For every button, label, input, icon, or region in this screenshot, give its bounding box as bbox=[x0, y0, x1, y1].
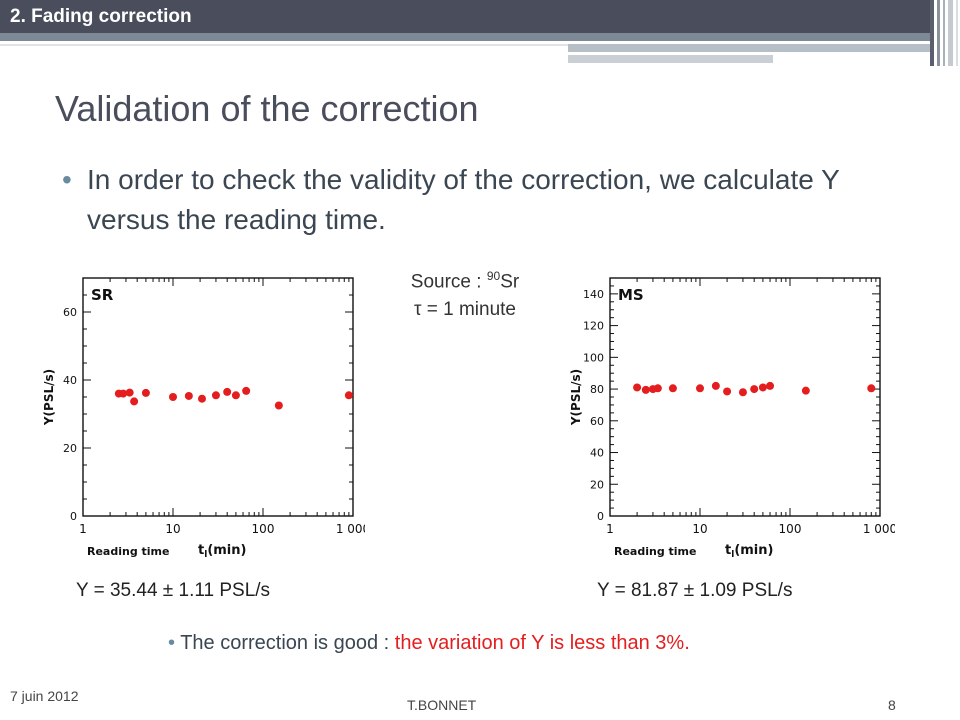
y-tick-label: 0 bbox=[70, 510, 77, 523]
data-point bbox=[766, 381, 775, 390]
header-vertical-stripes bbox=[930, 0, 960, 66]
data-point bbox=[633, 383, 642, 392]
data-point bbox=[696, 384, 704, 393]
y-tick-label: 20 bbox=[63, 442, 77, 455]
y-tick-label: 0 bbox=[597, 510, 604, 523]
data-point bbox=[723, 387, 732, 396]
header-accent-line bbox=[0, 44, 568, 46]
y-tick-label: 40 bbox=[590, 447, 604, 460]
page-number: 8 bbox=[888, 697, 896, 713]
data-point bbox=[711, 381, 720, 390]
y-tick-label: 100 bbox=[583, 351, 604, 364]
fit-result-ms: Y = 81.87 ± 1.09 PSL/s bbox=[597, 580, 793, 601]
y-tick-label: 40 bbox=[63, 374, 77, 387]
x-tick-label: 1 000 bbox=[336, 522, 365, 536]
data-point bbox=[184, 391, 193, 400]
chart-ms: 1 10 100 1 000 0 20 40 60 80 100 120 140 Y(PSL/s) Rea… bbox=[569, 277, 895, 560]
source-isotope-number: 90 bbox=[486, 269, 501, 283]
header-accent-stripe bbox=[0, 33, 930, 41]
data-point bbox=[242, 386, 251, 395]
slide-title: Validation of the correction bbox=[55, 88, 479, 129]
y-tick-label: 120 bbox=[583, 320, 604, 333]
header-accent-stripe bbox=[568, 44, 930, 52]
tau-line: τ = 1 minute bbox=[413, 299, 517, 321]
conclusion-highlight: the variation of Y is less than 3%. bbox=[394, 632, 690, 654]
data-point bbox=[223, 387, 232, 396]
y-axis-label: Y(PSL/s) bbox=[569, 369, 583, 426]
x-tick-label: 10 bbox=[692, 522, 707, 536]
x-axis-label: tl(min) bbox=[725, 543, 773, 560]
x-tick-label: 1 bbox=[606, 522, 614, 536]
data-point bbox=[125, 388, 134, 397]
data-point bbox=[653, 384, 662, 393]
data-point bbox=[130, 397, 139, 406]
source-label: Source : bbox=[410, 271, 487, 293]
data-point bbox=[801, 386, 810, 395]
data-point bbox=[668, 384, 677, 393]
data-point bbox=[750, 385, 759, 394]
data-point bbox=[211, 391, 220, 400]
x-tick-label: 1 bbox=[79, 522, 87, 536]
chart-sr: 1 10 100 1 000 0 20 40 60 Y(PSL/s) Reading time tl… bbox=[42, 277, 365, 560]
conclusion-text: The correction is good : bbox=[180, 632, 395, 654]
bullet-dot: • bbox=[62, 164, 72, 195]
chart-label: SR bbox=[91, 286, 114, 304]
data-point bbox=[758, 383, 767, 392]
y-tick-label: 60 bbox=[590, 415, 604, 428]
data-point bbox=[119, 389, 128, 398]
footer-date: 7 juin 2012 bbox=[10, 688, 79, 704]
data-point bbox=[141, 388, 150, 397]
x-tick-label: 100 bbox=[252, 522, 275, 536]
source-element: Sr bbox=[500, 271, 520, 293]
chart-label: MS bbox=[618, 286, 644, 304]
y-tick-label: 80 bbox=[590, 383, 604, 396]
plot-frame bbox=[609, 277, 881, 517]
header-accent-stripe bbox=[568, 55, 773, 63]
data-point bbox=[738, 388, 747, 397]
conclusion-bullet: • The correction is good : the variation… bbox=[168, 632, 690, 655]
header-bar: 2. Fading correction bbox=[0, 0, 930, 33]
data-point bbox=[197, 394, 206, 403]
x-axis-label: tl(min) bbox=[198, 543, 246, 560]
fit-result-sr: Y = 35.44 ± 1.11 PSL/s bbox=[76, 580, 271, 601]
data-point bbox=[641, 385, 650, 394]
data-point bbox=[867, 384, 876, 393]
section-title: 2. Fading correction bbox=[10, 6, 192, 27]
bullet-dot: • bbox=[168, 632, 176, 654]
data-point bbox=[344, 391, 353, 400]
y-tick-label: 140 bbox=[583, 288, 604, 301]
footer-author: T.BONNET bbox=[407, 697, 477, 713]
x-tick-label: 10 bbox=[165, 522, 180, 536]
x-axis-label-prefix: Reading time bbox=[87, 545, 169, 558]
y-tick-label: 60 bbox=[63, 306, 77, 319]
data-point bbox=[169, 393, 177, 401]
data-point bbox=[231, 391, 240, 400]
x-axis-label-prefix: Reading time bbox=[614, 545, 696, 558]
data-point bbox=[274, 401, 283, 410]
x-tick-label: 1 000 bbox=[863, 522, 895, 536]
main-bullet-text: In order to check the validity of the co… bbox=[87, 164, 840, 235]
source-note: Source : 90Sr τ = 1 minute bbox=[370, 262, 560, 324]
x-tick-label: 100 bbox=[779, 522, 802, 536]
source-line: Source : 90Sr bbox=[370, 262, 560, 296]
y-tick-label: 20 bbox=[590, 478, 604, 491]
y-axis-label: Y(PSL/s) bbox=[42, 369, 56, 426]
